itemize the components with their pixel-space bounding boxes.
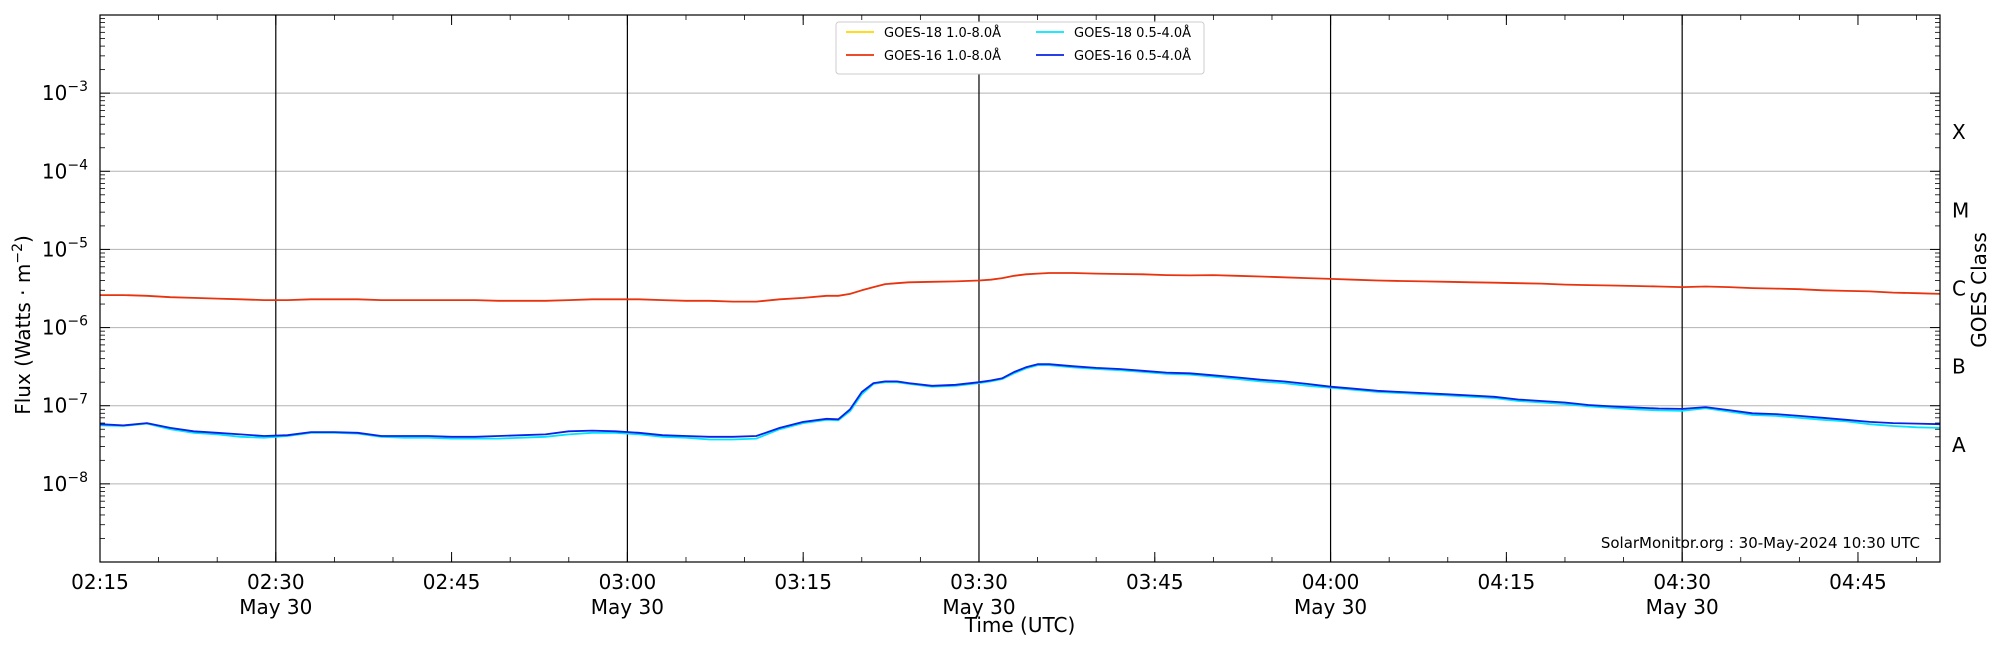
- x-tick-label: 04:00: [1302, 570, 1360, 594]
- x-tick-label: 03:45: [1126, 570, 1184, 594]
- y2-axis-label: GOES Class: [1967, 232, 1991, 348]
- x-tick-label: 02:45: [423, 570, 481, 594]
- series-line: [99, 363, 1941, 438]
- x-tick-label: 02:15: [71, 570, 129, 594]
- goes-class-label: A: [1952, 433, 1966, 457]
- x-axis-label: Time (UTC): [964, 613, 1076, 637]
- plot-frame: [99, 14, 1941, 563]
- y-tick-label: 10−8: [42, 470, 88, 496]
- goes-class-label: C: [1952, 277, 1966, 301]
- legend-label: GOES-18 1.0-8.0Å: [884, 25, 1001, 41]
- series-line: [100, 272, 1941, 303]
- legend-label: GOES-16 0.5-4.0Å: [1074, 48, 1191, 64]
- goes-class-label: X: [1952, 120, 1966, 144]
- x-tick-date-label: May 30: [942, 595, 1015, 619]
- x-tick-label: 04:45: [1829, 570, 1887, 594]
- x-tick-label: 04:30: [1653, 570, 1711, 594]
- y-tick-label: 10−5: [42, 235, 88, 261]
- y-tick-label: 10−4: [42, 157, 88, 183]
- x-tick-date-label: May 30: [1294, 595, 1367, 619]
- x-tick-label: 03:00: [599, 570, 657, 594]
- y-tick-label: 10−3: [42, 79, 88, 105]
- x-tick-date-label: May 30: [1646, 595, 1719, 619]
- x-tick-label: 02:30: [247, 570, 305, 594]
- goes-class-labels: X M C B A: [1952, 120, 1969, 457]
- goes-class-label: M: [1952, 198, 1969, 222]
- x-tick-label: 03:30: [950, 570, 1008, 594]
- legend-label: GOES-18 0.5-4.0Å: [1074, 25, 1191, 41]
- y-tick-label: 10−7: [42, 392, 88, 418]
- source-annotation: SolarMonitor.org : 30-May-2024 10:30 UTC: [1601, 534, 1920, 552]
- y-tick-label: 10−6: [42, 314, 88, 340]
- x-tick-label: 04:15: [1478, 570, 1536, 594]
- legend-box: [835, 21, 1205, 75]
- grid-lines: [100, 92, 1940, 485]
- x-tick-label: 03:15: [774, 570, 832, 594]
- x-tick-date-label: May 30: [591, 595, 664, 619]
- legend-label: GOES-16 1.0-8.0Å: [884, 48, 1001, 64]
- y-axis-label: Flux (Watts · m−2): [10, 235, 35, 415]
- series-lines: [99, 272, 1941, 441]
- legend: GOES-18 1.0-8.0Å GOES-16 1.0-8.0Å GOES-18 …: [835, 21, 1205, 75]
- y-axis-ticks: 10−3 10−4 10−5 10−6 10−7 10−8: [42, 18, 1940, 539]
- goes-class-label: B: [1952, 355, 1966, 379]
- day-boundary-lines: [275, 15, 1683, 562]
- series-line: [99, 364, 1941, 441]
- x-tick-date-label: May 30: [239, 595, 312, 619]
